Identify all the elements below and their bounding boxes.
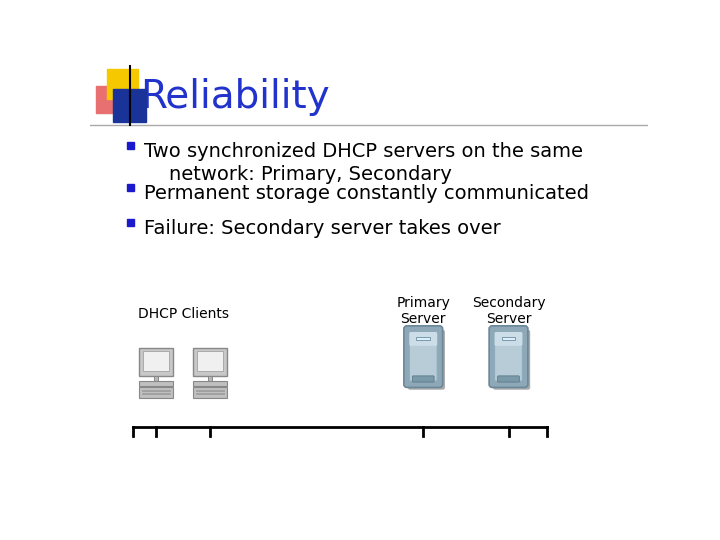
- Bar: [127, 184, 134, 191]
- FancyBboxPatch shape: [409, 332, 437, 346]
- Text: Two synchronized DHCP servers on the same
    network: Primary, Secondary: Two synchronized DHCP servers on the sam…: [144, 142, 583, 184]
- FancyBboxPatch shape: [139, 381, 173, 386]
- Text: Secondary
Server: Secondary Server: [472, 296, 545, 326]
- Text: Primary
Server: Primary Server: [396, 296, 450, 326]
- Bar: [502, 336, 516, 340]
- Bar: [96, 86, 123, 113]
- Bar: [153, 376, 158, 381]
- Bar: [127, 142, 134, 149]
- Text: DHCP Clients: DHCP Clients: [138, 307, 228, 321]
- Bar: [142, 390, 170, 392]
- FancyBboxPatch shape: [413, 376, 434, 382]
- Bar: [208, 376, 212, 381]
- FancyBboxPatch shape: [493, 330, 530, 390]
- FancyBboxPatch shape: [498, 376, 519, 382]
- FancyBboxPatch shape: [193, 387, 228, 398]
- FancyBboxPatch shape: [489, 326, 528, 387]
- Text: Permanent storage constantly communicated: Permanent storage constantly communicate…: [144, 184, 589, 203]
- FancyBboxPatch shape: [409, 332, 437, 381]
- Bar: [196, 393, 224, 394]
- Bar: [143, 351, 169, 372]
- FancyBboxPatch shape: [404, 326, 443, 387]
- FancyBboxPatch shape: [495, 332, 523, 346]
- FancyBboxPatch shape: [139, 387, 173, 398]
- Bar: [197, 351, 223, 372]
- Bar: [107, 69, 138, 99]
- Text: Reliability: Reliability: [140, 78, 330, 116]
- FancyBboxPatch shape: [139, 348, 173, 376]
- FancyBboxPatch shape: [193, 381, 228, 386]
- Bar: [416, 336, 431, 340]
- FancyBboxPatch shape: [495, 332, 523, 381]
- FancyBboxPatch shape: [408, 330, 445, 390]
- Bar: [142, 393, 170, 394]
- Bar: [113, 90, 145, 122]
- Bar: [127, 219, 134, 226]
- Text: Failure: Secondary server takes over: Failure: Secondary server takes over: [144, 219, 501, 238]
- FancyBboxPatch shape: [193, 348, 228, 376]
- Bar: [196, 390, 224, 392]
